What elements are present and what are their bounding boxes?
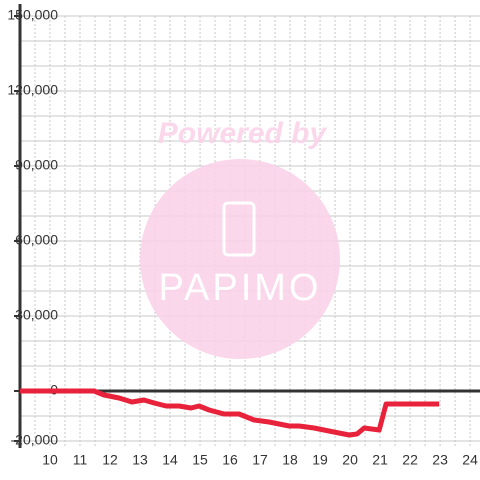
y-tick-label: 90,000 [15, 157, 58, 173]
y-tick-label: 150,000 [7, 7, 58, 23]
y-tick-label: -20,000 [11, 432, 59, 448]
x-tick-label: 16 [222, 452, 238, 468]
x-tick-label: 10 [42, 452, 58, 468]
x-tick-label: 13 [132, 452, 148, 468]
data-line [20, 388, 440, 438]
y-tick-label: 60,000 [15, 232, 58, 248]
x-tick-label: 21 [372, 452, 388, 468]
watermark-icon [222, 201, 256, 257]
x-tick-label: 23 [432, 452, 448, 468]
watermark-text: PAPIMO [159, 267, 322, 309]
y-tick-label: 30,000 [15, 307, 58, 323]
x-tick-label: 19 [312, 452, 328, 468]
x-tick-label: 18 [282, 452, 298, 468]
watermark-circle [140, 159, 340, 359]
x-tick-label: 14 [162, 452, 178, 468]
x-tick-label: 17 [252, 452, 268, 468]
watermark-text: Powered by [158, 117, 328, 150]
x-tick-label: 20 [342, 452, 358, 468]
x-tick-label: 15 [192, 452, 208, 468]
x-tick-label: 11 [73, 452, 88, 468]
y-tick-label: 120,000 [7, 82, 58, 98]
x-tick-label: 24 [462, 452, 478, 468]
watermark: Powered by PAPIMO [140, 117, 340, 359]
x-tick-label: 12 [102, 452, 118, 468]
x-tick-label: 22 [402, 452, 418, 468]
